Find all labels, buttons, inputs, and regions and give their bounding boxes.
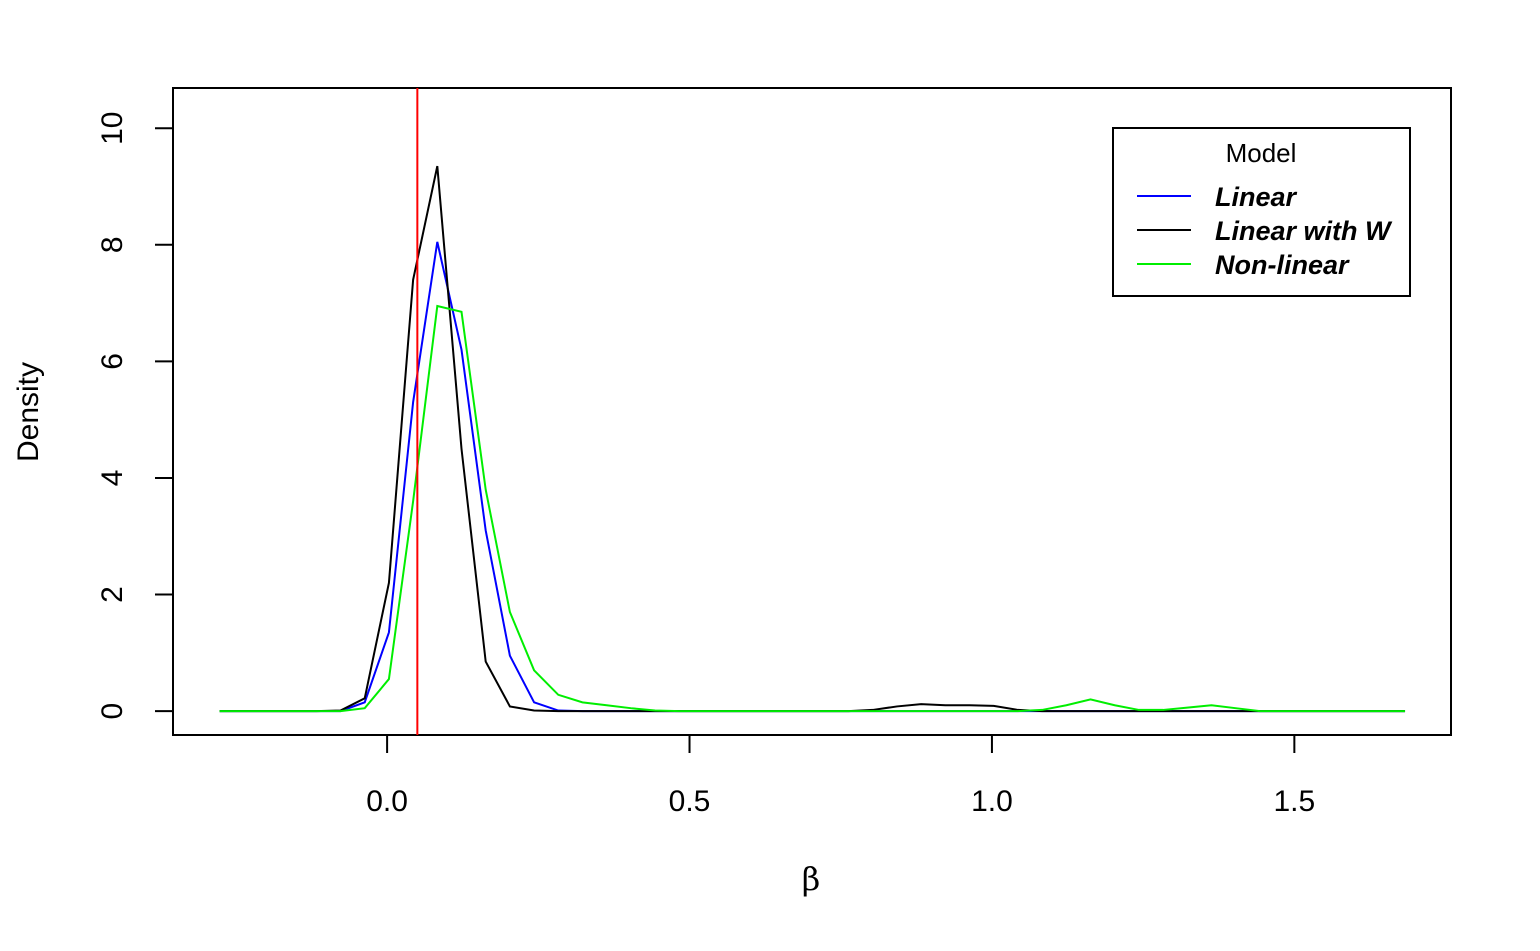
x-axis-label: β [802,860,821,898]
x-tick-label: 0.5 [669,785,711,818]
legend-label: Linear with W [1215,216,1393,246]
y-tick-label: 10 [96,112,129,145]
y-tick-label: 4 [96,470,129,487]
legend-label: Non-linear [1215,250,1350,280]
y-axis-label: Density [12,362,45,462]
y-tick-label: 6 [96,353,129,370]
x-tick-label: 1.0 [971,785,1013,818]
legend-box [1112,127,1411,297]
y-tick-label: 0 [96,703,129,720]
x-tick-label: 1.5 [1273,785,1315,818]
legend-label: Linear [1215,182,1298,212]
series-line [219,304,1406,713]
legend-title: Model [1226,138,1297,168]
y-tick-label: 8 [96,236,129,253]
x-tick-label: 0.0 [366,785,408,818]
y-tick-label: 2 [96,586,129,603]
